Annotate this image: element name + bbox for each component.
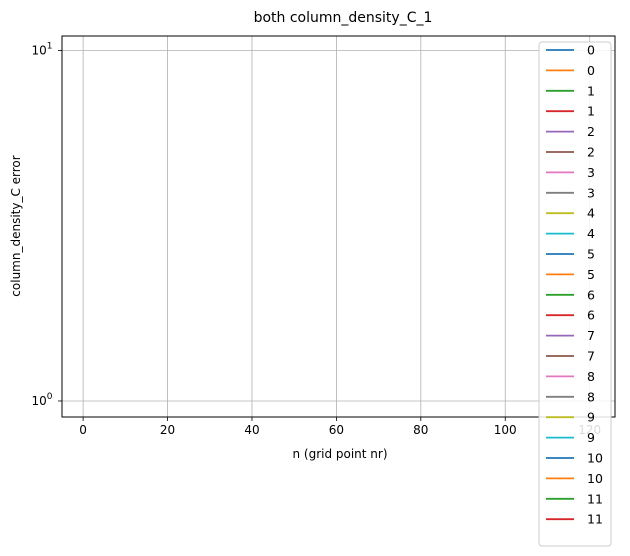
- legend-item: 3: [546, 185, 595, 200]
- y-tick-base: 10: [31, 44, 46, 58]
- legend-item: 7: [546, 349, 595, 364]
- legend-label: 2: [587, 124, 595, 139]
- x-tick-label: 80: [413, 423, 428, 437]
- legend-label: 11: [587, 512, 603, 527]
- legend-label: 10: [587, 471, 603, 486]
- legend-label: 9: [587, 430, 595, 445]
- legend-item: 6: [546, 308, 595, 323]
- legend-box: [538, 41, 612, 547]
- y-tick-label: 101: [31, 42, 52, 58]
- x-tick-label: 60: [329, 423, 344, 437]
- legend-item: 11: [546, 512, 603, 527]
- legend-label: 9: [587, 410, 595, 425]
- legend-label: 6: [587, 308, 595, 323]
- legend-item: 8: [546, 369, 595, 384]
- legend-label: 1: [587, 83, 595, 98]
- legend-item: 4: [546, 226, 595, 241]
- legend-item: 1: [546, 104, 595, 119]
- y-tick-label: 100: [31, 392, 52, 408]
- legend-label: 0: [587, 63, 595, 78]
- x-tick-label: 0: [79, 423, 87, 437]
- x-tick-label: 100: [494, 423, 517, 437]
- y-axis-label: column_density_C error: [9, 155, 23, 296]
- legend-label: 8: [587, 389, 595, 404]
- legend-label: 8: [587, 369, 595, 384]
- plot-area-frame: [61, 35, 616, 418]
- legend-item: 5: [546, 267, 595, 282]
- legend-item: 9: [546, 430, 595, 445]
- legend-item: 0: [546, 63, 595, 78]
- chart-title: both column_density_C_1: [254, 10, 433, 26]
- y-tick-exponent: 1: [47, 42, 53, 52]
- legend-label: 7: [587, 349, 595, 364]
- legend-item: 8: [546, 389, 595, 404]
- legend-item: 5: [546, 247, 595, 262]
- legend-item: 2: [546, 124, 595, 139]
- legend-item: 9: [546, 410, 595, 425]
- legend-label: 7: [587, 328, 595, 343]
- legend-item: 0: [546, 43, 595, 58]
- legend-item: 7: [546, 328, 595, 343]
- legend-item: 3: [546, 165, 595, 180]
- legend-item: 10: [546, 451, 603, 466]
- legend-label: 0: [587, 43, 595, 58]
- legend-label: 10: [587, 451, 603, 466]
- legend-label: 3: [587, 185, 595, 200]
- legend-label: 3: [587, 165, 595, 180]
- legend-item: 6: [546, 287, 595, 302]
- y-tick-exponent: 0: [47, 392, 53, 402]
- x-axis-label: n (grid point nr): [292, 447, 387, 461]
- legend-label: 11: [587, 491, 603, 506]
- x-tick-label: 40: [244, 423, 259, 437]
- legend-label: 4: [587, 206, 595, 221]
- legend-label: 2: [587, 145, 595, 160]
- x-tick-label: 20: [160, 423, 175, 437]
- legend-item: 10: [546, 471, 603, 486]
- legend-label: 6: [587, 287, 595, 302]
- legend-label: 5: [587, 267, 595, 282]
- legend-item: 11: [546, 491, 603, 506]
- y-tick-base: 10: [31, 394, 46, 408]
- legend-item: 4: [546, 206, 595, 221]
- legend-label: 5: [587, 247, 595, 262]
- legend-label: 4: [587, 226, 595, 241]
- legend-label: 1: [587, 104, 595, 119]
- legend-item: 2: [546, 145, 595, 160]
- legend-item: 1: [546, 83, 595, 98]
